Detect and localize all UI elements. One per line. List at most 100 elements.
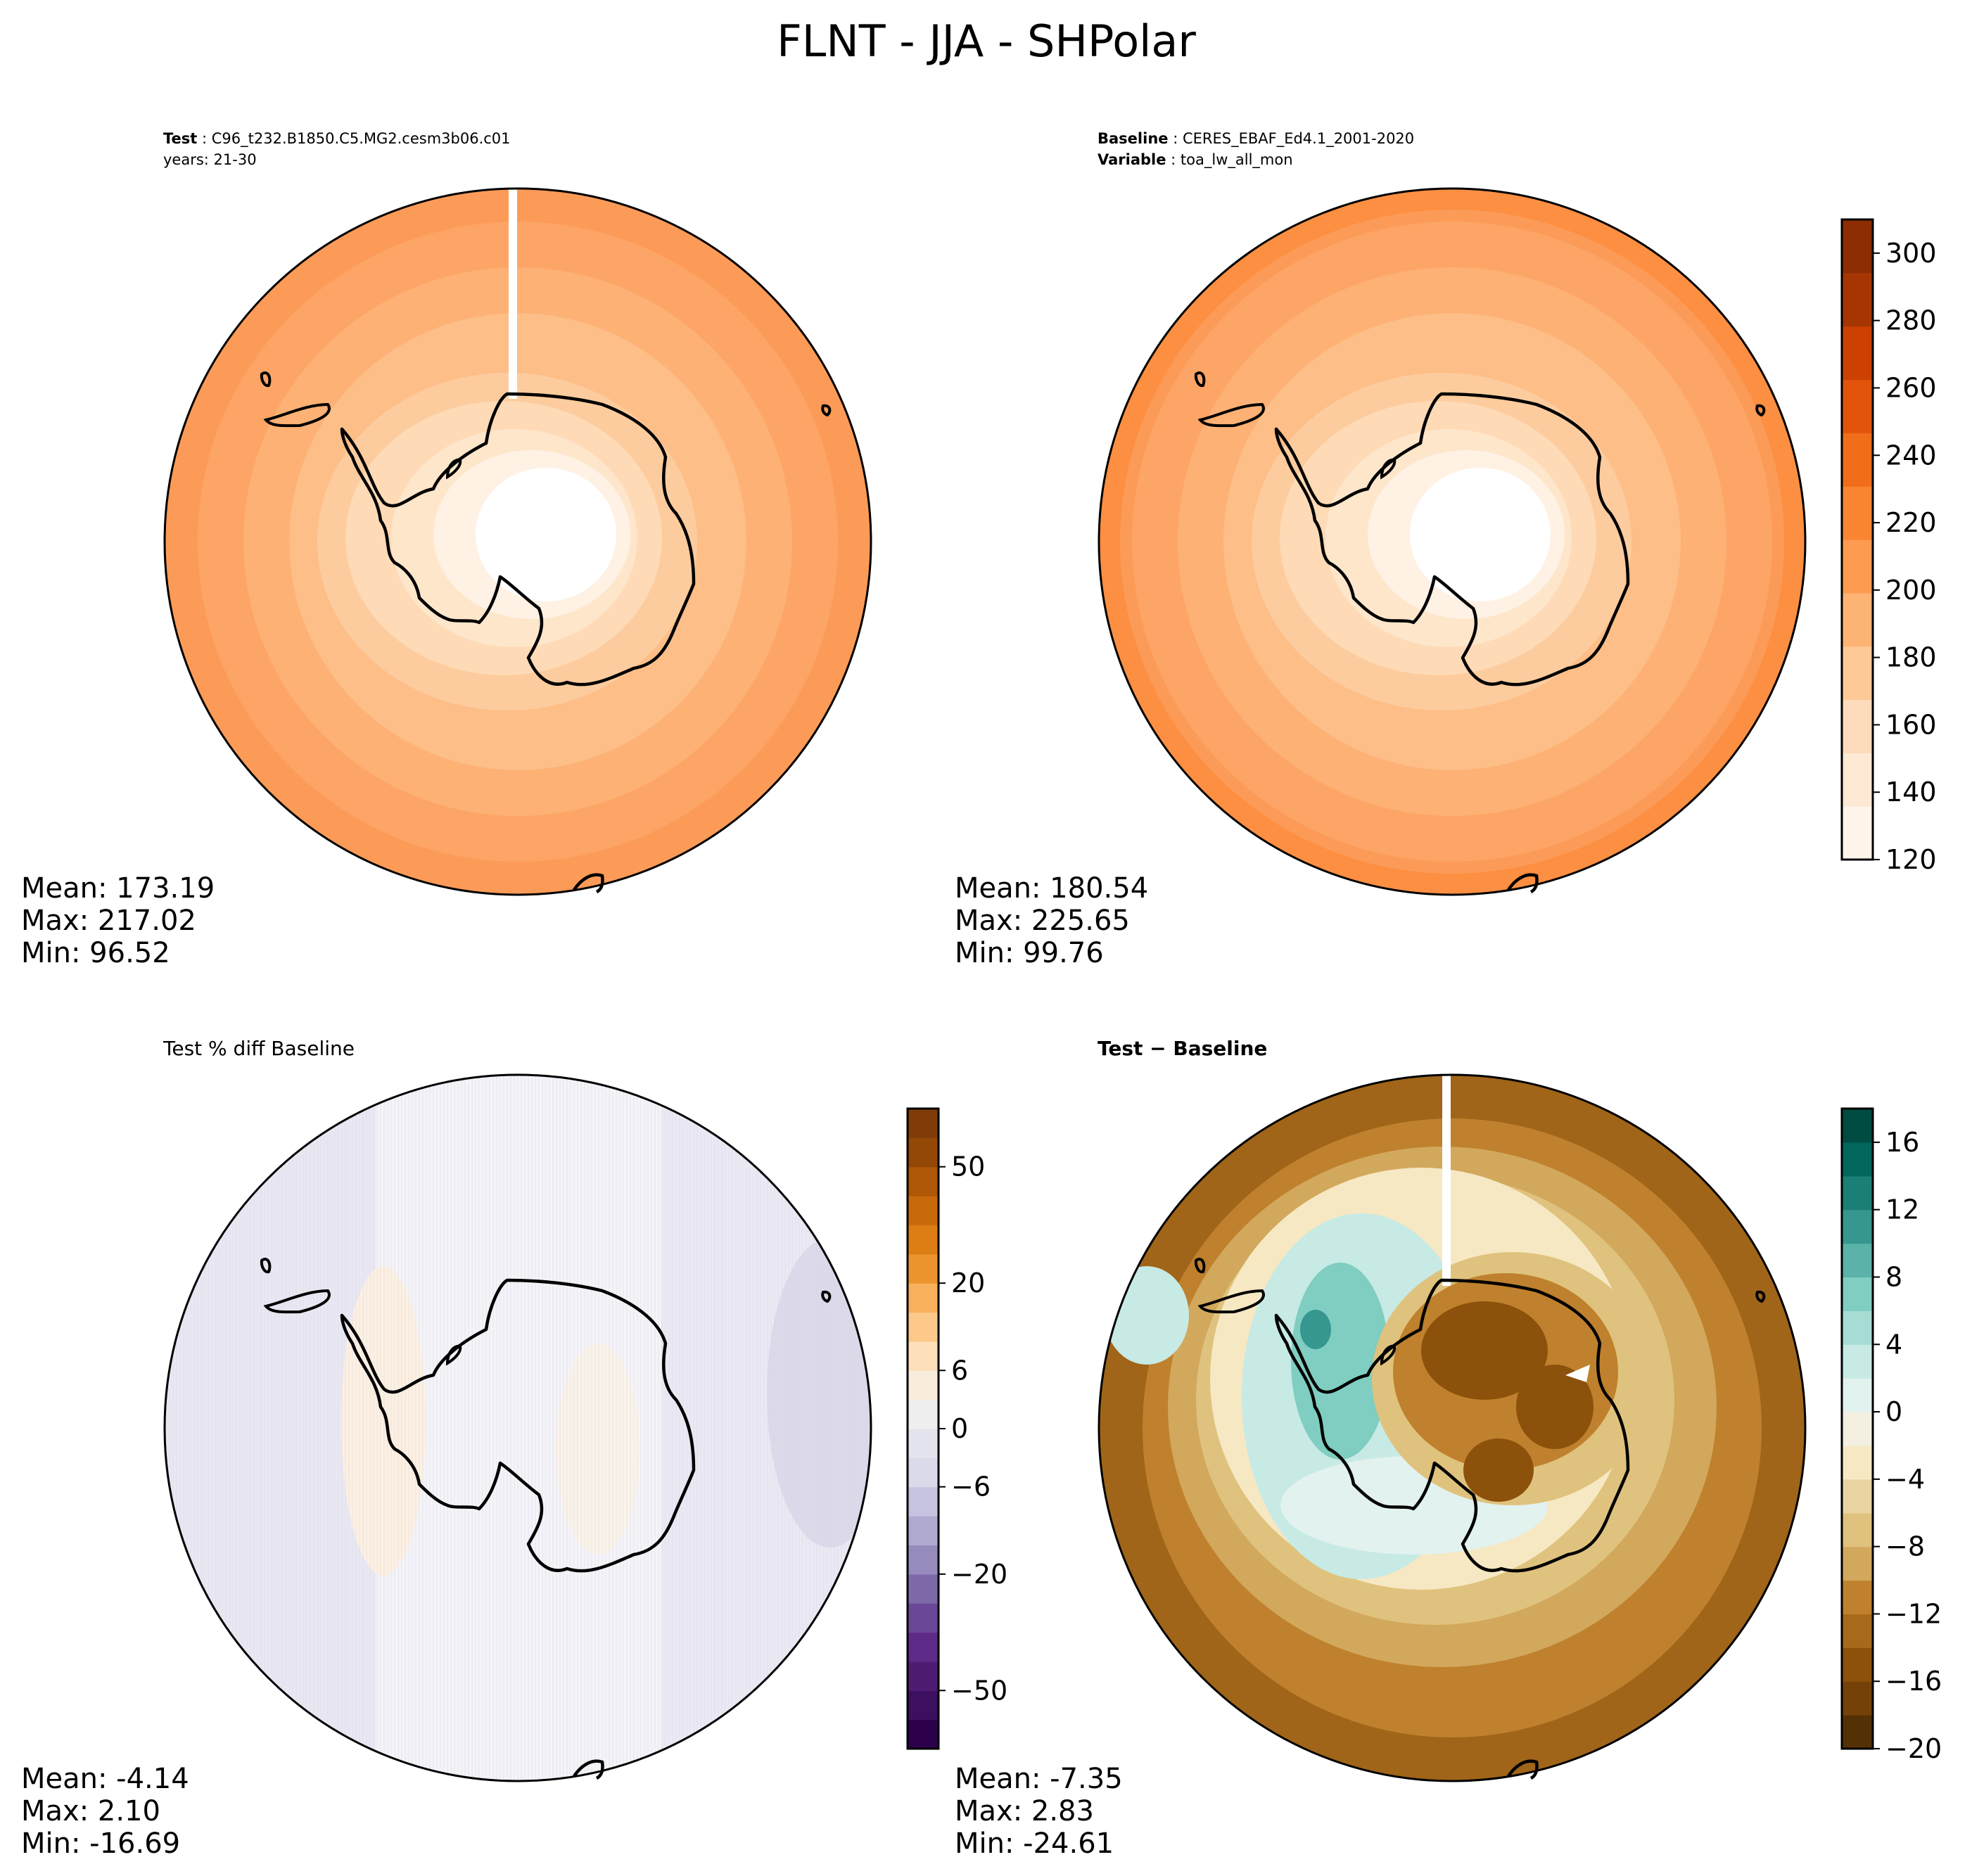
colorbar-swatch [908,1429,939,1458]
colorbar-tick-label: −50 [951,1675,1007,1706]
colorbar-tick-label: 180 [1885,642,1937,673]
colorbar-swatch [1842,1209,1873,1244]
pctdiff-map-boundary [163,1073,872,1782]
colorbar-tick-label: 160 [1885,709,1937,740]
test-panel-label: Test : C96_t232.B1850.C5.MG2.cesm3b06.c0… [163,130,511,148]
colorbar-swatch [1842,592,1873,647]
colorbar-swatch [1842,540,1873,594]
baseline-max: Max: 225.65 [955,905,1130,937]
colorbar-swatch [1842,646,1873,701]
baseline-variable-name: toa_lw_all_mon [1181,151,1293,169]
diff-min: Min: -24.61 [955,1827,1114,1860]
baseline-min: Min: 99.76 [955,937,1104,969]
colorbar-swatch [908,1632,939,1662]
colorbar-swatch [908,1486,939,1517]
colorbar-swatch [1842,1243,1873,1278]
colorbar-tick-label: 120 [1885,844,1937,875]
diff-map-boundary [1098,1073,1807,1782]
colorbar-tick-label: −20 [951,1559,1007,1590]
colorbar-tick-label: 300 [1885,238,1937,269]
diff-title: Test − Baseline [1098,1037,1267,1060]
colorbar-tick-label: −4 [1885,1464,1925,1495]
colorbar-swatch [1842,753,1873,807]
colorbar-swatch [908,1545,939,1575]
colorbar-swatch [1842,219,1873,274]
pctdiff-mean: Mean: -4.14 [21,1763,189,1795]
test-years: years: 21-30 [163,151,257,168]
baseline-case-name: CERES_EBAF_Ed4.1_2001-2020 [1183,130,1414,148]
colorbar-swatch [908,1109,939,1138]
colorbar-swatch [908,1661,939,1691]
colorbar-swatch [1842,1647,1873,1682]
main-colorbar-frame [1840,218,1874,861]
colorbar-swatch [908,1253,939,1284]
colorbar-swatch [1842,1512,1873,1548]
baseline-variable-label: Variable : toa_lw_all_mon [1098,151,1293,169]
colorbar-swatch [1842,1614,1873,1648]
pct-colorbar: −50 −20 −6 0 6 20 50 [906,1107,1007,1750]
colorbar-swatch [908,1457,939,1488]
colorbar-swatch [1842,1546,1873,1581]
colorbar-tick-label: 16 [1885,1127,1919,1158]
main-colorbar-swatches [1842,219,1873,860]
colorbar-swatch [908,1574,939,1604]
baseline-map [1099,189,1805,895]
colorbar-swatch [908,1283,939,1313]
pctdiff-title: Test % diff Baseline [163,1037,355,1060]
colorbar-tick-label: 280 [1885,305,1937,336]
colorbar-tick-label: 8 [1885,1261,1902,1292]
pctdiff-max: Max: 2.10 [21,1795,160,1827]
colorbar-swatch [1842,1344,1873,1379]
baseline-map-boundary [1098,187,1807,896]
pctdiff-map [165,1075,871,1781]
colorbar-swatch [1842,1378,1873,1412]
colorbar-tick-label: 240 [1885,440,1937,471]
colorbar-swatch [1842,1681,1873,1716]
figure-title: FLNT - JJA - SHPolar [777,15,1196,67]
diff-colorbar-frame [1840,1107,1874,1750]
main-colorbar: 120 140 160 180 200 220 240 260 280 300 [1840,218,1937,875]
diff-panel: Test − Baseline Mean: -7.35 Max: 2.83 Mi… [955,1037,1807,1860]
test-map [165,189,871,895]
pct-colorbar-ticks: −50 −20 −6 0 6 20 50 [939,1151,1007,1706]
colorbar-tick-label: −20 [1885,1733,1942,1764]
diff-mean: Mean: -7.35 [955,1763,1123,1795]
colorbar-tick-label: 50 [951,1151,985,1182]
colorbar-swatch [1842,1715,1873,1749]
colorbar-swatch [908,1196,939,1226]
test-label-bold: Test [163,130,197,147]
colorbar-swatch [1842,486,1873,540]
colorbar-swatch [1842,699,1873,753]
colorbar-tick-label: 200 [1885,575,1937,606]
colorbar-tick-label: 12 [1885,1194,1919,1225]
colorbar-swatch [908,1399,939,1429]
colorbar-tick-label: −8 [1885,1531,1925,1562]
colorbar-swatch [908,1312,939,1342]
diff-map [1099,1075,1805,1781]
colorbar-swatch [1842,1479,1873,1514]
colorbar-swatch [1842,1310,1873,1345]
baseline-label-bold: Baseline [1098,130,1169,147]
colorbar-swatch [1842,379,1873,433]
colorbar-swatch [1842,1142,1873,1177]
colorbar-swatch [908,1225,939,1255]
colorbar-swatch [1842,326,1873,381]
colorbar-swatch [1842,1580,1873,1615]
baseline-mean: Mean: 180.54 [955,872,1148,905]
test-mean: Mean: 173.19 [21,872,215,905]
colorbar-tick-label: −12 [1885,1598,1942,1629]
main-colorbar-ticks: 120 140 160 180 200 220 240 260 280 300 [1873,238,1937,875]
diff-colorbar-ticks: −20 −16 −12 −8 −4 0 4 8 12 16 [1873,1127,1942,1764]
colorbar-tick-label: 4 [1885,1329,1902,1360]
diff-colorbar-swatches [1842,1109,1873,1749]
baseline-panel-label: Baseline : CERES_EBAF_Ed4.1_2001-2020 [1098,130,1414,148]
colorbar-tick-label: −16 [1885,1666,1942,1697]
colorbar-swatch [1842,272,1873,327]
colorbar-swatch [1842,806,1873,860]
test-max: Max: 217.02 [21,905,196,937]
diff-colorbar: −20 −16 −12 −8 −4 0 4 8 12 16 [1840,1107,1942,1764]
colorbar-swatch [1842,1175,1873,1211]
colorbar-swatch [1842,1412,1873,1446]
colorbar-tick-label: −6 [951,1472,991,1502]
